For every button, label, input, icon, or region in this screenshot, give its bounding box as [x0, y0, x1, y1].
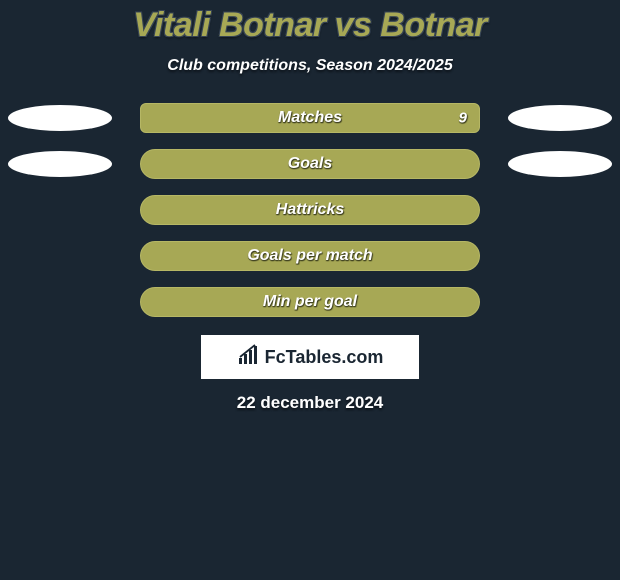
right-value-ellipse [508, 105, 612, 131]
stat-bar-fill: Min per goal [140, 287, 480, 317]
stat-row-goals: Goals [0, 149, 620, 179]
brand-chart-icon [237, 344, 259, 371]
stat-label: Hattricks [276, 201, 344, 219]
stat-bar: Matches 9 [140, 103, 480, 133]
brand-box: FcTables.com [201, 335, 419, 379]
right-value-ellipse [508, 151, 612, 177]
stat-bar: Goals [140, 149, 480, 179]
left-value-ellipse [8, 151, 112, 177]
brand-name-left: Fc [265, 347, 286, 367]
stat-row-min-per-goal: Min per goal [0, 287, 620, 317]
stat-row-goals-per-match: Goals per match [0, 241, 620, 271]
competition-season-subtitle: Club competitions, Season 2024/2025 [167, 57, 452, 75]
generated-date: 22 december 2024 [237, 393, 384, 413]
stat-bar-fill: Goals [140, 149, 480, 179]
stat-label: Goals [288, 155, 332, 173]
stat-bar-fill: Goals per match [140, 241, 480, 271]
stat-bar: Hattricks [140, 195, 480, 225]
stat-value-right: 9 [459, 110, 467, 127]
stat-bar: Goals per match [140, 241, 480, 271]
left-value-ellipse [8, 105, 112, 131]
stat-bar-fill: Matches 9 [140, 103, 480, 133]
stat-row-hattricks: Hattricks [0, 195, 620, 225]
stat-bar: Min per goal [140, 287, 480, 317]
page-title: Vitali Botnar vs Botnar [133, 6, 487, 45]
brand-name: FcTables.com [265, 347, 384, 368]
brand-name-right: Tables.com [286, 347, 384, 367]
stat-label: Matches [278, 109, 342, 127]
stat-row-matches: Matches 9 [0, 103, 620, 133]
stats-container: Matches 9 Goals Hattricks Goals per matc… [0, 103, 620, 317]
stat-label: Min per goal [263, 293, 357, 311]
stat-label: Goals per match [247, 247, 372, 265]
stat-bar-fill: Hattricks [140, 195, 480, 225]
